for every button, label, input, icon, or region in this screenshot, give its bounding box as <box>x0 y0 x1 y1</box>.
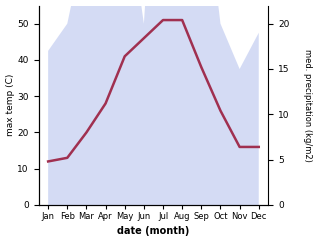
Y-axis label: med. precipitation (kg/m2): med. precipitation (kg/m2) <box>303 49 313 162</box>
X-axis label: date (month): date (month) <box>117 227 190 236</box>
Y-axis label: max temp (C): max temp (C) <box>5 74 15 136</box>
